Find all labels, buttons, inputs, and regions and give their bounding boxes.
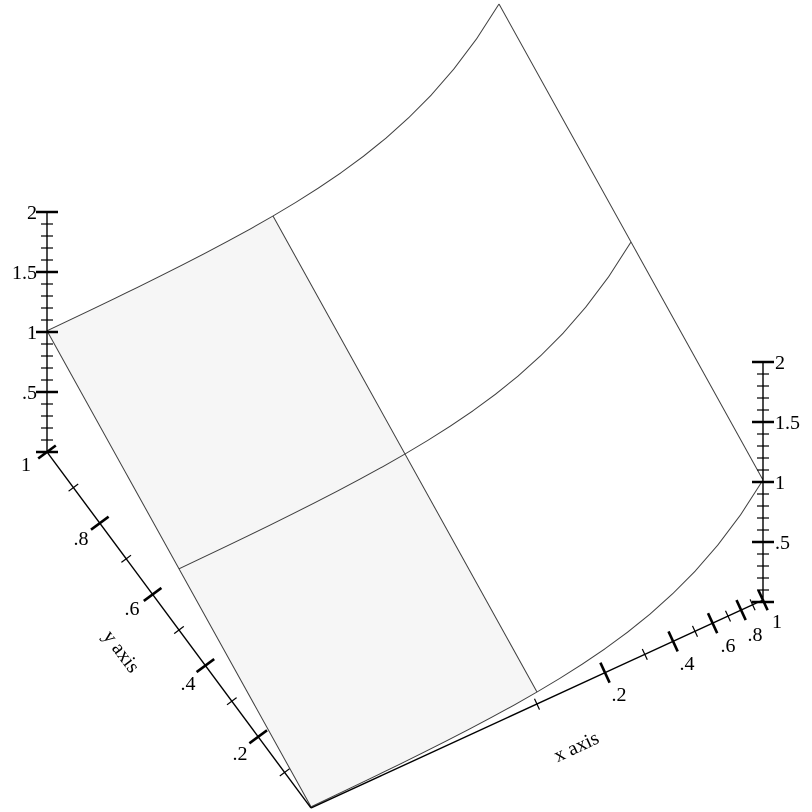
surface-edge-left [46, 330, 312, 808]
x-axis-tick-label: .4 [680, 653, 695, 675]
major-tick [90, 515, 110, 531]
major-tick [37, 444, 57, 460]
x-axis-line [310, 598, 765, 809]
y-axis-tick-label: .6 [125, 598, 140, 620]
z-axis-right-tick-label: 1 [775, 472, 785, 494]
z-axis-left-tick-label: 1.5 [12, 262, 37, 284]
major-tick [195, 658, 215, 674]
major-tick [667, 630, 679, 652]
x-axis-tick-label: .8 [748, 624, 763, 646]
z-axis-right-tick-label: .5 [775, 532, 790, 554]
minor-tick [691, 625, 699, 637]
surface-cell-bottom-right [405, 242, 763, 692]
x-axis-title: x axis [550, 727, 602, 767]
major-tick [735, 599, 747, 621]
major-tick [757, 589, 769, 611]
x-axis-major-ticks [599, 589, 769, 684]
x-axis-tick-label: 1 [772, 611, 782, 633]
y-axis-tick-label: .8 [74, 528, 89, 550]
surface-cell-top-left [47, 216, 405, 569]
z-axis-right-tick-label: 2 [775, 352, 785, 374]
z-axis-left: 2 1.5 1 .5 [12, 202, 58, 454]
z-axis-left-tick-label: 1 [27, 322, 37, 344]
major-tick [706, 612, 719, 634]
minor-tick [533, 698, 541, 710]
y-axis-tick-label: .2 [233, 743, 248, 765]
z-axis-left-minor-ticks [41, 223, 53, 441]
y-axis-major-ticks [37, 444, 268, 745]
minor-tick [279, 768, 290, 777]
y-axis-minor-ticks [68, 483, 290, 777]
minor-tick [68, 483, 79, 492]
x-axis-tick-label: .2 [612, 684, 627, 706]
y-axis: 1 .8 .6 .4 .2 y axis [21, 444, 312, 809]
surface-cell-top-right [273, 4, 631, 454]
z-axis-right-tick-label: 1.5 [775, 412, 800, 434]
minor-tick [724, 610, 732, 622]
z-axis-left-tick-label: 2 [27, 202, 37, 224]
minor-tick [173, 625, 185, 635]
major-tick [599, 662, 611, 684]
surface-cell-bottom-left [179, 454, 537, 807]
surface-edge-right [498, 3, 764, 481]
x-axis-minor-ticks [533, 599, 756, 710]
major-tick [248, 729, 268, 745]
surface-meshline-x-0.1 [272, 215, 538, 693]
major-tick [143, 586, 163, 602]
z-axis-right-minor-ticks [757, 373, 769, 591]
minor-tick [641, 648, 648, 661]
minor-tick [749, 599, 756, 611]
z-axis-left-tick-label: .5 [22, 382, 37, 404]
y-axis-tick-label: .4 [181, 673, 196, 695]
y-axis-title: y axis [98, 626, 144, 677]
z-axis-right: 2 1.5 1 .5 [752, 352, 800, 604]
y-axis-tick-label: 1 [21, 454, 31, 476]
surface-cells [47, 4, 763, 807]
minor-tick [226, 697, 237, 706]
x-axis-tick-label: .6 [721, 635, 736, 657]
minor-tick [121, 554, 132, 563]
surface-mesh [46, 3, 764, 808]
